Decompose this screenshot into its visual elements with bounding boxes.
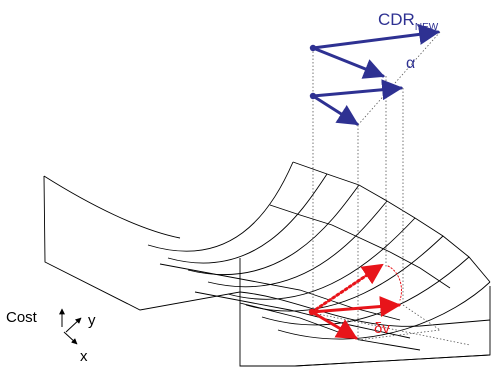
cdr-vector-top-main (311, 23, 441, 50)
valley-curve-1 (147, 161, 294, 252)
valley-curve-7 (261, 256, 470, 326)
back-wall-top (43, 175, 181, 239)
valley-curve-3 (187, 184, 360, 276)
long-line-5 (269, 204, 451, 289)
projection-guides (312, 31, 471, 346)
delta-v-main-vector (310, 296, 402, 317)
delta-v-label: δv (374, 320, 390, 337)
cdr-vectors (309, 23, 441, 126)
delta-v-down-vector (310, 310, 358, 340)
valley-curve-4 (207, 200, 388, 288)
front-block-top (239, 291, 491, 327)
back-wall (43, 175, 241, 311)
long-line-3 (239, 302, 421, 351)
valley-curve-6 (245, 235, 444, 312)
alpha-label: α (406, 55, 415, 72)
axes-icon (59, 308, 82, 345)
front-block (239, 286, 491, 367)
long-line-1 (159, 263, 401, 321)
valley-curve-5 (227, 217, 416, 300)
cdr-new-label: CDRNEW (378, 10, 439, 33)
axis-y-arrow (65, 317, 82, 333)
long-line-4 (292, 161, 491, 283)
labels: CDRNEW α δv Cost (6, 10, 439, 337)
axis-x-label: x (80, 348, 88, 365)
floor-edge (294, 354, 491, 367)
cdr-vector-top-secondary (311, 46, 385, 79)
delta-v-dotted-vector (310, 263, 384, 314)
valley-curve-2 (167, 173, 328, 264)
valley-curve-8 (277, 281, 491, 340)
axis-y-label: y (88, 312, 96, 329)
delta-v-angle-arc (387, 265, 402, 301)
cdr-vector-bottom-secondary (311, 94, 359, 126)
cost-label: Cost (6, 309, 38, 326)
cost-surface (43, 161, 491, 367)
cdr-vector-bottom-main (311, 79, 404, 101)
axis-x-arrow (63, 331, 78, 345)
delta-v-vectors (308, 263, 402, 340)
